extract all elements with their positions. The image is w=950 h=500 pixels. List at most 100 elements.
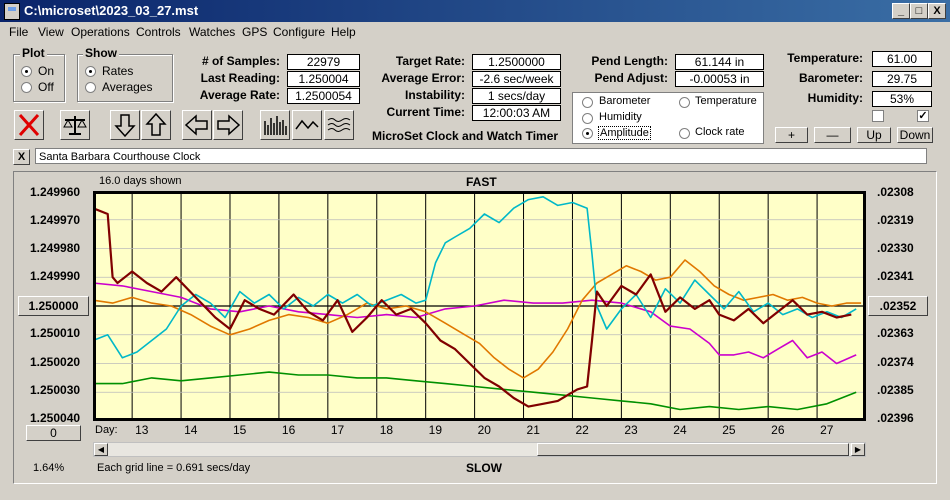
x-tick-label: 20 bbox=[477, 423, 491, 437]
humidity-value: 53% bbox=[872, 91, 932, 107]
close-button[interactable]: X bbox=[928, 3, 946, 19]
sensor-selector bbox=[572, 92, 764, 144]
scroll-left-arrow[interactable]: ◀ bbox=[94, 443, 108, 456]
target-rate-value[interactable]: 1.2500000 bbox=[472, 54, 561, 70]
clear-watch-name-button[interactable]: X bbox=[13, 149, 30, 165]
x-tick-label: 21 bbox=[526, 423, 540, 437]
average-error-label: Average Error: bbox=[381, 71, 465, 85]
y-tick-label: 1.249970 bbox=[30, 213, 81, 227]
menu-configure[interactable]: Configure bbox=[273, 25, 326, 39]
arrow-right-icon bbox=[217, 114, 241, 136]
days-shown-label: 16.0 days shown bbox=[99, 175, 182, 187]
target-rate-label: Target Rate: bbox=[395, 54, 465, 68]
samples-label: # of Samples: bbox=[201, 54, 280, 68]
menu-watches[interactable]: Watches bbox=[189, 25, 236, 39]
series-lines bbox=[93, 196, 862, 411]
fast-label: FAST bbox=[466, 175, 497, 189]
y-tick-label: 1.250030 bbox=[30, 383, 81, 397]
minimize-button[interactable]: _ bbox=[892, 3, 910, 19]
x-tick-label: 22 bbox=[575, 423, 589, 437]
maximize-button[interactable]: □ bbox=[910, 3, 928, 19]
x-tick-label: 17 bbox=[330, 423, 345, 437]
right-tick-label: .02308 bbox=[877, 185, 914, 199]
red-x-icon bbox=[18, 113, 40, 137]
x-tick-label: 13 bbox=[135, 423, 149, 437]
temperature-value: 61.00 bbox=[872, 51, 932, 67]
right-checkbox[interactable]: ✓ bbox=[917, 110, 929, 122]
plot-on-label: On bbox=[38, 64, 55, 78]
barometer-value: 29.75 bbox=[872, 71, 932, 87]
percent-label: 1.64% bbox=[33, 462, 65, 474]
scroll-right-button[interactable] bbox=[213, 110, 243, 140]
pend-adjust-label: Pend Adjust: bbox=[594, 71, 668, 85]
watch-name-field[interactable]: Santa Barbara Courthouse Clock bbox=[35, 148, 927, 164]
right-tick-label: .02341 bbox=[877, 269, 914, 283]
wave-icon bbox=[295, 119, 319, 130]
window-title: C:\microset\2023_03_27.mst bbox=[24, 3, 199, 18]
y-center-button[interactable]: 1.250000 bbox=[18, 296, 89, 316]
clear-data-button[interactable] bbox=[14, 110, 44, 140]
pend-length-label: Pend Length: bbox=[591, 54, 668, 68]
trace-view-button[interactable] bbox=[324, 110, 354, 140]
humidity-series-line bbox=[93, 282, 857, 365]
amplitude-radio[interactable] bbox=[582, 128, 593, 139]
menu-file[interactable]: File bbox=[9, 25, 29, 39]
menu-gps[interactable]: GPS bbox=[242, 25, 268, 39]
down-button[interactable]: Down bbox=[897, 127, 933, 143]
humidity-label: Humidity: bbox=[807, 91, 863, 105]
show-rates-radio[interactable] bbox=[85, 66, 96, 77]
histogram-icon bbox=[264, 116, 287, 135]
last-reading-value: 1.250004 bbox=[287, 71, 360, 87]
minus-button[interactable]: — bbox=[814, 127, 851, 143]
right-center-button[interactable]: .02352 bbox=[868, 296, 928, 316]
histogram-view-button[interactable] bbox=[260, 110, 290, 140]
samples-value: 22979 bbox=[287, 54, 360, 70]
y-tick-label: 1.250010 bbox=[30, 326, 81, 340]
plot-on-radio[interactable] bbox=[21, 66, 32, 77]
plot-border bbox=[93, 191, 866, 421]
left-checkbox[interactable] bbox=[872, 110, 884, 122]
scroll-left-button[interactable] bbox=[182, 110, 212, 140]
right-tick-label: .02319 bbox=[877, 213, 914, 227]
show-rates-label: Rates bbox=[102, 64, 134, 78]
scroll-right-arrow[interactable]: ▶ bbox=[851, 443, 865, 456]
show-group-title: Show bbox=[83, 46, 119, 60]
temperature-radio[interactable] bbox=[679, 97, 690, 108]
x-tick-label: 16 bbox=[281, 423, 296, 437]
menu-controls[interactable]: Controls bbox=[136, 25, 181, 39]
show-group bbox=[77, 54, 173, 102]
right-tick-label: .02396 bbox=[877, 411, 914, 425]
line-view-button[interactable] bbox=[292, 110, 322, 140]
plot-off-label: Off bbox=[38, 80, 54, 94]
average-rate-value: 1.2500054 bbox=[287, 88, 360, 104]
right-tick-label: .02374 bbox=[877, 355, 914, 369]
x-tick-label: 18 bbox=[379, 423, 394, 437]
y-bottom-button[interactable]: 0 bbox=[26, 425, 81, 441]
barometer-option-label: Barometer bbox=[599, 95, 651, 107]
balance-scale-icon bbox=[63, 116, 87, 135]
plus-button[interactable]: + bbox=[775, 127, 808, 143]
show-averages-radio[interactable] bbox=[85, 82, 96, 93]
menu-help[interactable]: Help bbox=[331, 25, 356, 39]
x-tick-label: 24 bbox=[673, 423, 687, 437]
horizontal-scrollbar[interactable]: ◀ ▶ bbox=[93, 442, 866, 457]
plot-off-radio[interactable] bbox=[21, 82, 32, 93]
y-tick-label: 1.250020 bbox=[30, 355, 81, 369]
clock-rate-radio[interactable] bbox=[679, 128, 690, 139]
scroll-down-button[interactable] bbox=[110, 110, 140, 140]
balance-button[interactable] bbox=[60, 110, 90, 140]
x-tick-label: 14 bbox=[184, 423, 198, 437]
scrollbar-thumb[interactable] bbox=[537, 443, 849, 456]
up-button[interactable]: Up bbox=[857, 127, 891, 143]
barometer-label: Barometer: bbox=[798, 71, 863, 85]
humidity-radio[interactable] bbox=[582, 113, 593, 124]
scroll-up-button[interactable] bbox=[141, 110, 171, 140]
menu-view[interactable]: View bbox=[38, 25, 64, 39]
x-tick-label: 25 bbox=[722, 423, 736, 437]
chart-plot-area bbox=[93, 191, 866, 421]
menu-operations[interactable]: Operations bbox=[71, 25, 130, 39]
x-tick-label: 23 bbox=[624, 423, 638, 437]
temperature-option-label: Temperature bbox=[695, 95, 757, 107]
barometer-radio[interactable] bbox=[582, 97, 593, 108]
x-tick-label: 19 bbox=[428, 423, 443, 437]
